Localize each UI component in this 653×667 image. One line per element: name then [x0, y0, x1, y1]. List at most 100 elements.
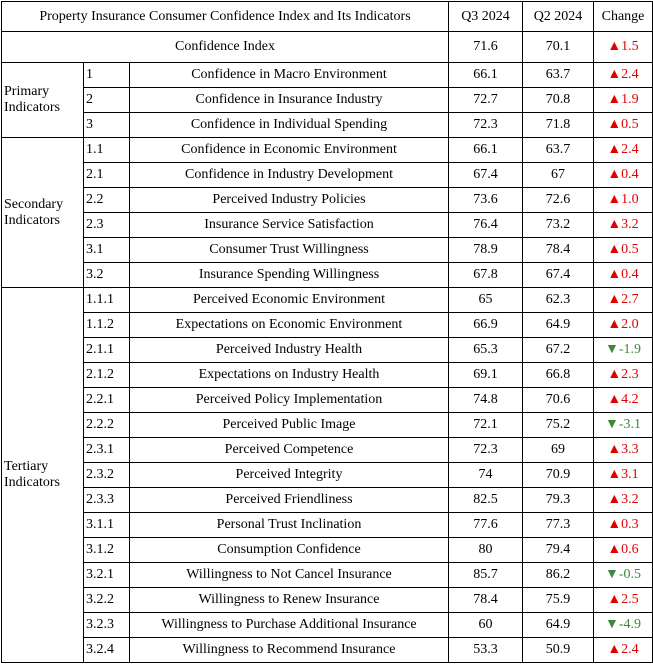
- table-row: 2 Confidence in Insurance Industry 72.7 70.…: [2, 87, 653, 113]
- name-cell: Expectations on Economic Environment: [129, 312, 449, 338]
- code-cell: 2.3.1: [83, 437, 130, 463]
- q2-cell: 72.6: [522, 187, 594, 213]
- name-cell: Willingness to Recommend Insurance: [129, 637, 449, 663]
- table-row: 3.2.2 Willingness to Renew Insurance 78.4 7…: [2, 587, 653, 613]
- code-cell: 2.1.1: [83, 337, 130, 363]
- q3-cell: 85.7: [448, 562, 523, 588]
- group-label: Primary Indicators: [1, 62, 84, 138]
- change-cell: ▼-3.1: [593, 412, 653, 438]
- code-cell: 3.2.2: [83, 587, 130, 613]
- q2-cell: 75.2: [522, 412, 594, 438]
- change-cell: ▲2.7: [593, 287, 653, 313]
- q2-cell: 69: [522, 437, 594, 463]
- q2-cell: 77.3: [522, 512, 594, 538]
- q2-cell: 63.7: [522, 137, 594, 163]
- table-row: 3.2 Insurance Spending Willingness 67.8 67.…: [2, 262, 653, 288]
- q3-cell: 76.4: [448, 212, 523, 238]
- change-cell: ▲0.5: [593, 112, 653, 138]
- q2-cell: 75.9: [522, 587, 594, 613]
- name-cell: Perceived Friendliness: [129, 487, 449, 513]
- q2-cell: 62.3: [522, 287, 594, 313]
- q3-cell: 80: [448, 537, 523, 563]
- q3-cell: 65.3: [448, 337, 523, 363]
- name-cell: Confidence in Insurance Industry: [129, 87, 449, 113]
- table-row: Tertiary Indicators 1.1.1 Perceived Econom…: [1, 287, 653, 663]
- header-title: Property Insurance Consumer Confidence I…: [1, 1, 449, 32]
- q3-cell: 82.5: [448, 487, 523, 513]
- change-cell: ▲4.2: [593, 387, 653, 413]
- name-cell: Perceived Competence: [129, 437, 449, 463]
- q3-cell: 71.6: [448, 31, 523, 63]
- q3-cell: 72.3: [448, 437, 523, 463]
- q3-cell: 72.1: [448, 412, 523, 438]
- table-row: 3.1 Consumer Trust Willingness 78.9 78.4 ▲0.…: [2, 237, 653, 263]
- change-cell: ▼-1.9: [593, 337, 653, 363]
- q2-cell: 70.6: [522, 387, 594, 413]
- code-cell: 2.2.1: [83, 387, 130, 413]
- change-cell: ▲2.5: [593, 587, 653, 613]
- code-cell: 2: [83, 87, 130, 113]
- table-row: 3.1.1 Personal Trust Inclination 77.6 77.3 ▲…: [2, 512, 653, 538]
- table-row: Primary Indicators 1 Confidence in Macro E…: [1, 62, 653, 138]
- q3-cell: 74.8: [448, 387, 523, 413]
- table-row: 3.2.1 Willingness to Not Cancel Insurance…: [2, 562, 653, 588]
- name-cell: Perceived Industry Policies: [129, 187, 449, 213]
- code-cell: 1.1: [83, 137, 130, 163]
- code-cell: 3: [83, 112, 130, 138]
- table-row: 3.2.3 Willingness to Purchase Additional …: [2, 612, 653, 638]
- q3-cell: 69.1: [448, 362, 523, 388]
- change-cell: ▲2.4: [593, 637, 653, 663]
- q2-cell: 67.2: [522, 337, 594, 363]
- q3-cell: 66.9: [448, 312, 523, 338]
- name-cell: Perceived Integrity: [129, 462, 449, 488]
- code-cell: 2.3.2: [83, 462, 130, 488]
- change-cell: ▲1.0: [593, 187, 653, 213]
- change-cell: ▲0.4: [593, 262, 653, 288]
- q2-cell: 86.2: [522, 562, 594, 588]
- code-cell: 1: [83, 62, 130, 88]
- q3-cell: 67.4: [448, 162, 523, 188]
- q3-cell: 78.9: [448, 237, 523, 263]
- q2-cell: 79.3: [522, 487, 594, 513]
- q2-cell: 67.4: [522, 262, 594, 288]
- change-cell: ▲3.3: [593, 437, 653, 463]
- q2-cell: 64.9: [522, 312, 594, 338]
- change-cell: ▲0.5: [593, 237, 653, 263]
- table-row: 2.3.2 Perceived Integrity 74 70.9 ▲3.1: [2, 462, 653, 488]
- code-cell: 2.2.2: [83, 412, 130, 438]
- q2-cell: 64.9: [522, 612, 594, 638]
- q2-cell: 70.9: [522, 462, 594, 488]
- table-row: 2.3.3 Perceived Friendliness 82.5 79.3 ▲3.2: [2, 487, 653, 513]
- name-cell: Confidence in Economic Environment: [129, 137, 449, 163]
- code-cell: 2.1.2: [83, 362, 130, 388]
- table-row: 2.2.2 Perceived Public Image 72.1 75.2 ▼-3.1: [2, 412, 653, 438]
- name-cell: Willingness to Purchase Additional Insur…: [129, 612, 449, 638]
- name-cell: Willingness to Renew Insurance: [129, 587, 449, 613]
- name-cell: Personal Trust Inclination: [129, 512, 449, 538]
- q2-cell: 50.9: [522, 637, 594, 663]
- header-change: Change: [593, 1, 653, 32]
- name-cell: Confidence in Industry Development: [129, 162, 449, 188]
- q2-cell: 66.8: [522, 362, 594, 388]
- code-cell: 1.1.1: [83, 287, 130, 313]
- change-cell: ▲2.0: [593, 312, 653, 338]
- table-row: Secondary Indicators 1.1 Confidence in Eco…: [1, 137, 653, 288]
- table-row: 2.1.1 Perceived Industry Health 65.3 67.2 ▼-…: [2, 337, 653, 363]
- table-row: 3 Confidence in Individual Spending 72.3 71…: [2, 112, 653, 138]
- q3-cell: 53.3: [448, 637, 523, 663]
- name-cell: Confidence in Individual Spending: [129, 112, 449, 138]
- q3-cell: 60: [448, 612, 523, 638]
- name-cell: Consumer Trust Willingness: [129, 237, 449, 263]
- table-row: 1.1.2 Expectations on Economic Environmen…: [2, 312, 653, 338]
- q2-cell: 70.1: [522, 31, 594, 63]
- code-cell: 2.3: [83, 212, 130, 238]
- q3-cell: 66.1: [448, 137, 523, 163]
- code-cell: 2.2: [83, 187, 130, 213]
- name-cell: Perceived Public Image: [129, 412, 449, 438]
- q3-cell: 67.8: [448, 262, 523, 288]
- code-cell: 3.2: [83, 262, 130, 288]
- name-cell: Perceived Industry Health: [129, 337, 449, 363]
- q3-cell: 66.1: [448, 62, 523, 88]
